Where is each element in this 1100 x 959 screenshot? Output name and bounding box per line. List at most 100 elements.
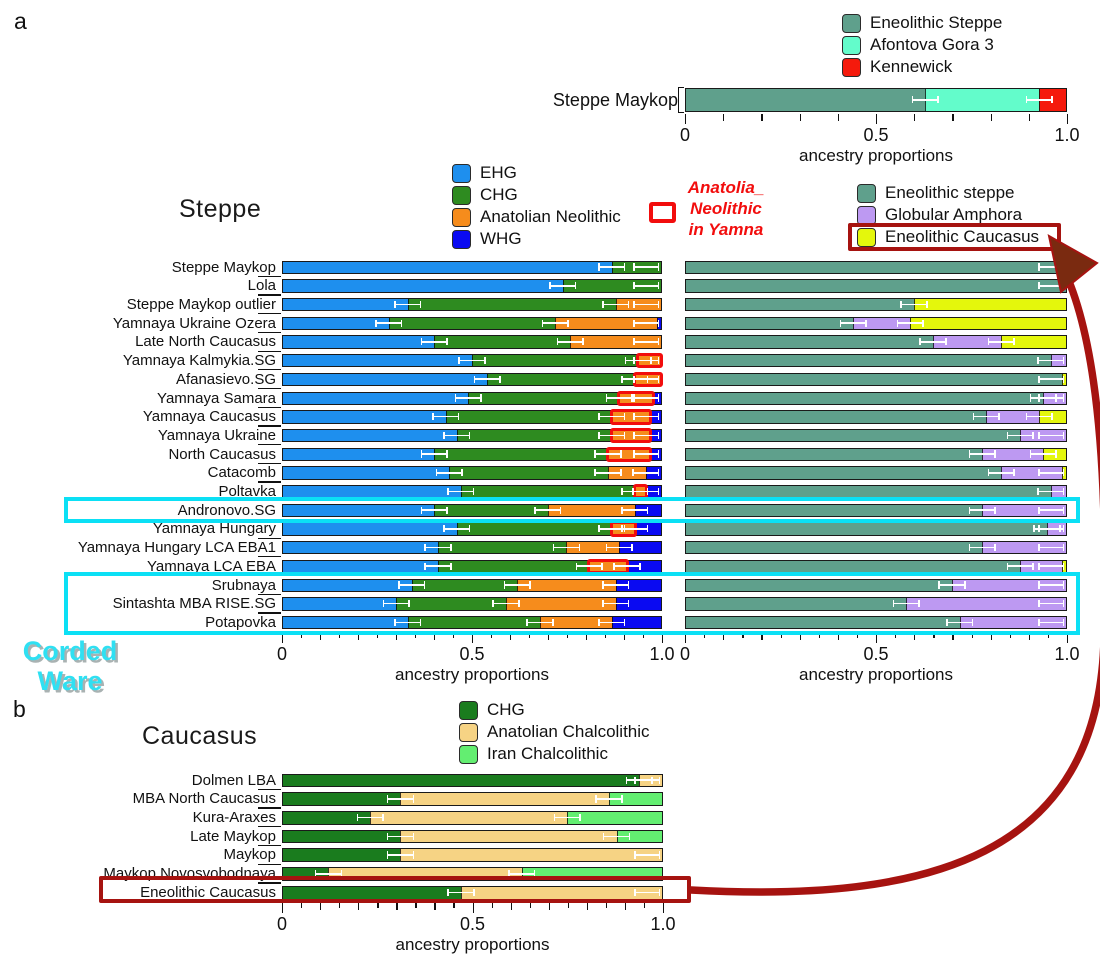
bar-segment <box>567 811 662 824</box>
error-bar <box>633 376 660 382</box>
bar-segment <box>686 598 907 610</box>
bar-segment <box>283 560 438 573</box>
x-axis-tick <box>818 633 820 638</box>
bar-row <box>685 410 1067 424</box>
y-axis-tick <box>258 275 281 277</box>
bar-row <box>685 578 1067 592</box>
bar-segment <box>686 261 1066 273</box>
error-bar <box>431 413 460 420</box>
legend-item: Kennewick <box>842 56 1002 78</box>
legend-item: Eneolithic Steppe <box>842 12 1002 34</box>
row-label: North Caucasus <box>168 445 276 463</box>
x-axis-tick <box>837 633 840 640</box>
error-bar <box>394 301 422 308</box>
error-bar <box>1038 619 1065 626</box>
bar-segment <box>283 774 640 787</box>
x-axis-tick <box>548 903 550 910</box>
y-axis-tick <box>258 387 281 390</box>
legend-item-label: CHG <box>487 700 525 719</box>
bar-row <box>282 521 662 537</box>
error-bar <box>447 488 475 495</box>
bar-segment <box>460 486 635 498</box>
bar-segment <box>283 886 462 899</box>
y-axis-tick <box>258 612 281 614</box>
x-axis-tick <box>567 633 569 638</box>
x-axis-tick <box>472 903 474 914</box>
y-axis-tick <box>258 294 281 296</box>
error-bar <box>633 301 660 308</box>
legend-swatch-icon <box>842 57 861 77</box>
x-axis-tick <box>358 633 360 640</box>
legend-item-label: Eneolithic Steppe <box>870 13 1003 32</box>
error-bar <box>1029 451 1058 457</box>
row-label: Steppe Maykop outlier <box>126 296 276 313</box>
error-bar <box>602 600 630 607</box>
legend-item: EHG <box>452 162 621 184</box>
error-bar <box>443 525 471 532</box>
error-bar <box>1006 563 1035 569</box>
bar-segment <box>434 448 609 460</box>
row-label: Yamnaya LCA EBA <box>147 557 276 575</box>
x-axis-tick <box>548 633 550 640</box>
error-bar <box>1038 376 1065 382</box>
x-axis-tick <box>529 903 531 908</box>
annotation-line-1: Anatolia_ <box>687 178 765 197</box>
bar-segment <box>283 299 408 311</box>
y-axis-tick <box>258 406 281 408</box>
legend-swatch-icon <box>857 227 876 247</box>
x-axis-tick <box>453 633 455 638</box>
bar-row <box>685 466 1067 480</box>
y-axis-tick <box>258 593 281 595</box>
x-axis-tick <box>742 633 744 638</box>
bar-segment <box>283 429 457 442</box>
bar-segment <box>283 317 389 330</box>
error-bar <box>526 619 554 626</box>
bar-row <box>282 446 662 463</box>
x-axis-tick <box>377 903 379 908</box>
bar-row <box>282 885 663 900</box>
x-axis-title: ancestry proportions <box>395 935 550 955</box>
error-bar <box>968 507 997 513</box>
error-bar <box>598 619 626 626</box>
corded-ware-line-1: Corded <box>22 636 118 666</box>
panel-a-label: a <box>14 8 27 34</box>
y-axis-tick <box>258 444 281 446</box>
bar-row <box>282 390 662 406</box>
y-axis-tick <box>258 537 281 539</box>
legend-item: Eneolithic Caucasus <box>857 226 1039 248</box>
bar-segment <box>434 336 571 348</box>
bar-segment <box>506 598 616 610</box>
bar-segment <box>328 868 522 880</box>
bar-segment <box>686 392 1044 404</box>
bar-row <box>685 559 1067 574</box>
x-tick-label: 0.5 <box>459 644 485 664</box>
x-axis-tick <box>434 633 436 640</box>
x-axis-tick <box>605 903 608 908</box>
corded-ware-label: Corded Ware <box>14 636 126 696</box>
bar-row <box>685 372 1067 387</box>
bar-row <box>685 88 1067 112</box>
bar-row <box>282 615 662 630</box>
error-bar <box>620 525 649 532</box>
bar-segment <box>461 886 662 899</box>
x-axis-tick <box>453 903 455 908</box>
bar-row <box>685 522 1067 536</box>
error-bar <box>598 413 626 420</box>
y-axis-tick <box>258 481 281 483</box>
error-bar <box>458 357 486 364</box>
error-bar <box>938 581 967 588</box>
bar-segment <box>456 429 612 442</box>
error-bar <box>1038 264 1065 270</box>
bar-row <box>282 298 662 312</box>
x-axis-tick <box>799 633 801 640</box>
bar-row <box>282 810 663 825</box>
x-axis-tick <box>761 633 763 640</box>
bar-row <box>282 558 662 575</box>
x-axis-tick <box>914 114 916 121</box>
error-bar <box>503 581 532 588</box>
bar-row <box>282 335 662 349</box>
row-label: Afanasievo.SG <box>175 370 276 388</box>
bar-row <box>282 503 662 518</box>
bar-row <box>282 483 662 500</box>
error-bar <box>1038 432 1065 439</box>
